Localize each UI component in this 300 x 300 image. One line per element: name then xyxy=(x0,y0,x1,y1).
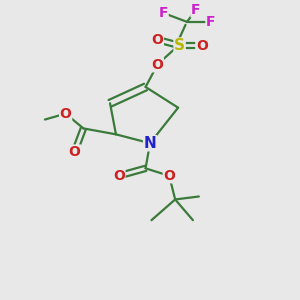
Text: F: F xyxy=(191,3,201,17)
Text: O: O xyxy=(196,38,208,52)
Text: F: F xyxy=(206,15,215,29)
Text: N: N xyxy=(144,136,156,151)
Text: O: O xyxy=(113,169,125,183)
Text: S: S xyxy=(174,38,185,53)
Text: F: F xyxy=(159,6,168,20)
Text: O: O xyxy=(60,106,72,121)
Text: O: O xyxy=(69,145,80,159)
Text: O: O xyxy=(152,58,163,72)
Text: O: O xyxy=(163,169,175,183)
Text: O: O xyxy=(152,33,163,46)
